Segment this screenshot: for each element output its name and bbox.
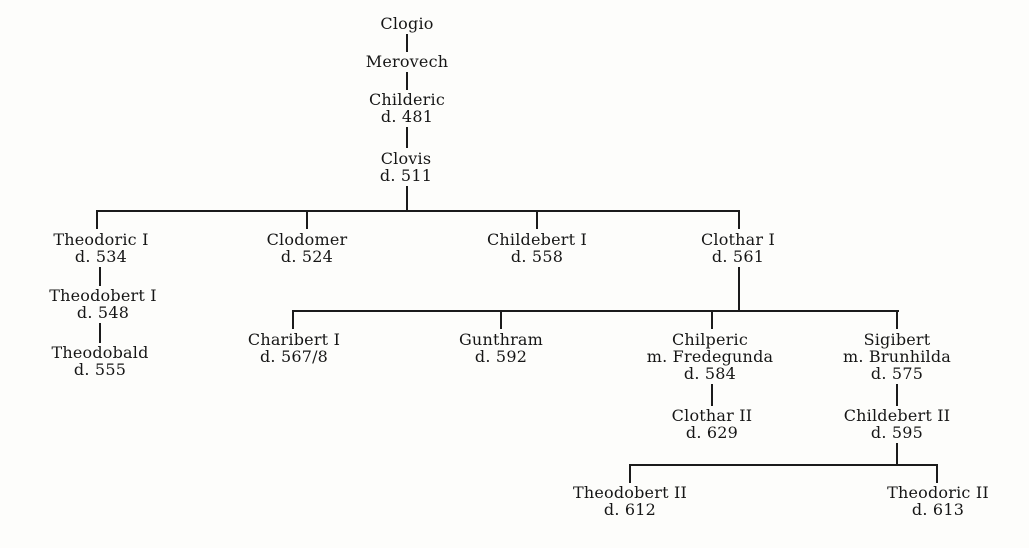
person-death: d. 481 <box>380 107 434 126</box>
person-death: d. 524 <box>280 247 334 266</box>
person-clogio: Clogio <box>380 15 433 32</box>
person-name: Merovech <box>365 52 449 71</box>
person-death: d. 555 <box>73 360 127 379</box>
person-name: Theodobert I <box>49 286 157 305</box>
connector-sigibert-childebert2 <box>896 384 898 406</box>
person-name: Clogio <box>380 14 434 33</box>
person-name: Clodomer <box>266 230 348 249</box>
person-name: Childeric <box>368 90 446 109</box>
connector-theodoric1-theodobert1 <box>99 267 101 286</box>
person-marriage: m. Brunhilda <box>842 347 952 366</box>
person-theodobald: Theodobald d. 555 <box>51 344 148 378</box>
person-death: d. 584 <box>683 364 737 383</box>
person-death: d. 613 <box>911 500 965 519</box>
connector-theodobert1-theodobald <box>99 323 101 343</box>
connector-drop-chilperic <box>711 310 713 329</box>
connector-drop-charibert1 <box>292 310 294 329</box>
person-marriage: m. Fredegunda <box>646 347 774 366</box>
connector-drop-clodomer <box>306 210 308 229</box>
connector-gen4-bar <box>630 464 938 466</box>
person-name: Theodoric II <box>887 483 989 502</box>
connector-drop-sigibert <box>896 310 898 329</box>
person-theodobert1: Theodobert I d. 548 <box>49 287 157 321</box>
person-theodoric2: Theodoric II d. 613 <box>887 484 989 518</box>
person-death: d. 558 <box>510 247 564 266</box>
person-clothar1: Clothar I d. 561 <box>701 231 775 265</box>
person-name: Theodoric I <box>53 230 149 249</box>
connector-gen2-bar <box>293 310 899 312</box>
person-name: Clothar II <box>671 406 753 425</box>
person-merovech: Merovech <box>366 53 449 70</box>
person-death: d. 548 <box>76 303 130 322</box>
connector-clothar1-gen2 <box>738 267 740 312</box>
connector-drop-gunthram <box>500 310 502 329</box>
person-death: d. 595 <box>870 423 924 442</box>
person-clothar2: Clothar II d. 629 <box>672 407 753 441</box>
connector-drop-clothar1 <box>738 210 740 229</box>
connector-clovis-gen1 <box>406 186 408 211</box>
person-name: Theodobert II <box>572 483 688 502</box>
connector-drop-theodobert2 <box>629 464 631 483</box>
person-chilperic: Chilperic m. Fredegunda d. 584 <box>647 331 774 382</box>
person-name: Charibert I <box>247 330 341 349</box>
person-clodomer: Clodomer d. 524 <box>267 231 348 265</box>
person-gunthram: Gunthram d. 592 <box>459 331 543 365</box>
person-theodoric1: Theodoric I d. 534 <box>53 231 148 265</box>
person-theodobert2: Theodobert II d. 612 <box>573 484 687 518</box>
person-name: Clovis <box>380 149 432 168</box>
connector-gen1-bar <box>97 210 740 212</box>
person-death: d. 612 <box>603 500 657 519</box>
connector-drop-theodoric2 <box>936 464 938 483</box>
connector-childebert2-gen4 <box>896 443 898 466</box>
connector-drop-theodoric1 <box>96 210 98 229</box>
person-death: d. 567/8 <box>259 347 329 366</box>
connector-merovech-childeric <box>406 72 408 90</box>
person-name: Childebert I <box>486 230 588 249</box>
person-name: Sigibert <box>863 330 931 349</box>
person-name: Theodobald <box>51 343 149 362</box>
person-name: Childebert II <box>843 406 951 425</box>
person-childebert2: Childebert II d. 595 <box>844 407 951 441</box>
connector-drop-childebert1 <box>536 210 538 229</box>
person-death: d. 575 <box>870 364 924 383</box>
person-death: d. 629 <box>685 423 739 442</box>
person-charibert1: Charibert I d. 567/8 <box>248 331 340 365</box>
person-death: d. 511 <box>379 166 433 185</box>
person-clovis: Clovis d. 511 <box>380 150 432 184</box>
person-name: Gunthram <box>458 330 544 349</box>
connector-childeric-clovis <box>406 127 408 148</box>
person-sigibert: Sigibert m. Brunhilda d. 575 <box>843 331 951 382</box>
person-name: Chilperic <box>671 330 749 349</box>
person-death: d. 592 <box>474 347 528 366</box>
person-death: d. 534 <box>74 247 128 266</box>
person-childeric: Childeric d. 481 <box>369 91 445 125</box>
person-death: d. 561 <box>711 247 765 266</box>
connector-chilperic-clothar2 <box>711 384 713 406</box>
person-childebert1: Childebert I d. 558 <box>487 231 587 265</box>
connector-clogio-merovech <box>406 34 408 52</box>
person-name: Clothar I <box>700 230 776 249</box>
